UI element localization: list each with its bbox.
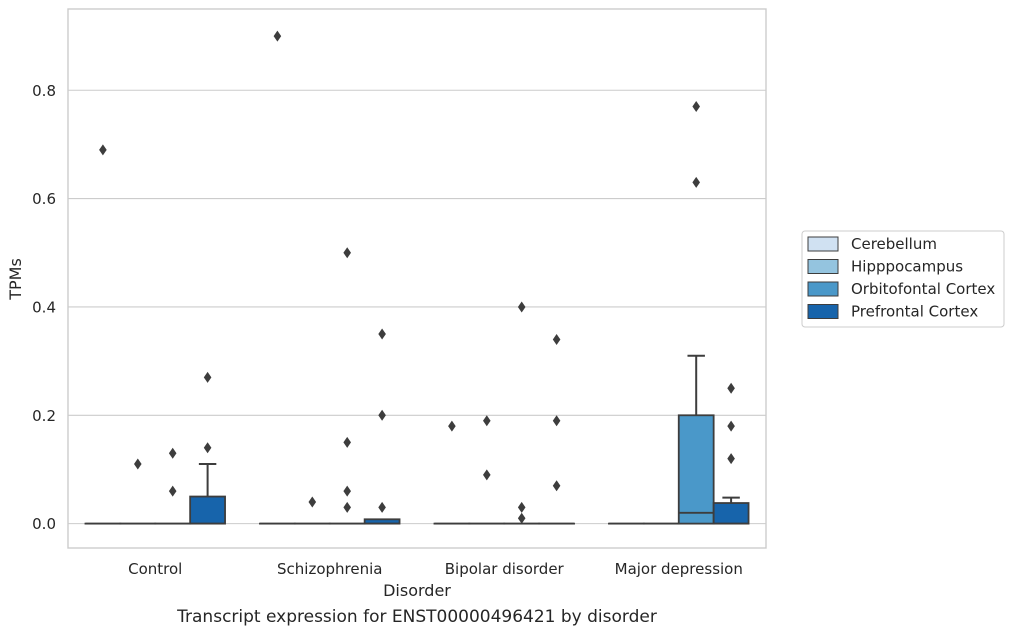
legend-label: Hipppocampus [851, 258, 963, 276]
box-group [714, 383, 749, 524]
box-group [365, 329, 400, 524]
x-tick-label: Bipolar disorder [445, 560, 565, 578]
y-tick-label: 0.2 [32, 407, 56, 425]
outlier-point [99, 144, 107, 155]
outlier-point [309, 496, 317, 507]
y-axis-ticks: 0.0 0.2 0.4 0.6 0.8 [32, 82, 56, 533]
x-tick-label: Control [128, 560, 182, 578]
legend-swatch [808, 237, 838, 251]
box-group [504, 301, 539, 523]
box-group [434, 421, 469, 524]
legend-label: Orbitofontal Cortex [851, 280, 995, 298]
outlier-point [483, 469, 491, 480]
outlier-point [204, 372, 212, 383]
outlier-point [483, 415, 491, 426]
x-axis-label: Disorder [383, 581, 451, 600]
outlier-point [343, 486, 351, 497]
y-tick-label: 0.8 [32, 82, 56, 100]
legend-label: Cerebellum [851, 235, 937, 253]
x-axis-ticks: Control Schizophrenia Bipolar disorder Majo… [128, 560, 743, 578]
box-group [295, 496, 330, 523]
x-tick-label: Major depression [615, 560, 743, 578]
outlier-point [727, 383, 735, 394]
box-group [85, 144, 120, 523]
outlier-point [134, 459, 142, 470]
box [714, 503, 749, 524]
legend-label: Prefrontal Cortex [851, 303, 978, 321]
chart-caption: Transcript expression for ENST0000049642… [176, 607, 657, 627]
outlier-point [343, 502, 351, 513]
box-group [155, 448, 190, 524]
box-group [190, 372, 225, 524]
box-group [120, 459, 155, 524]
box [190, 497, 225, 524]
legend-swatch [808, 260, 838, 274]
outlier-point [553, 334, 561, 345]
box-group [679, 101, 714, 524]
y-tick-label: 0.4 [32, 298, 56, 316]
outlier-point [518, 301, 526, 312]
box-group [330, 247, 365, 523]
legend: Cerebellum Hipppocampus Orbitofontal Corte… [802, 231, 1004, 327]
outlier-point [727, 421, 735, 432]
outlier-point [553, 480, 561, 491]
outlier-point [343, 247, 351, 258]
legend-swatch [808, 282, 838, 296]
y-axis-label: TPMs [6, 258, 25, 301]
outlier-point [169, 448, 177, 459]
outlier-point [448, 421, 456, 432]
outlier-point [274, 31, 282, 42]
legend-swatch [808, 305, 838, 319]
outlier-point [518, 502, 526, 513]
outlier-point [204, 442, 212, 453]
y-tick-label: 0.6 [32, 190, 56, 208]
outlier-point [727, 453, 735, 464]
y-tick-label: 0.0 [32, 515, 56, 533]
outlier-point [343, 437, 351, 448]
outlier-point [378, 502, 386, 513]
outlier-point [378, 329, 386, 340]
box-layer [85, 31, 748, 524]
outlier-point [553, 415, 561, 426]
box-group [539, 334, 574, 524]
outlier-point [518, 513, 526, 524]
outlier-point [378, 410, 386, 421]
outlier-point [169, 486, 177, 497]
x-tick-label: Schizophrenia [277, 560, 382, 578]
box-group [260, 31, 295, 524]
box [679, 415, 714, 523]
outlier-point [692, 177, 700, 188]
box-group [469, 415, 504, 523]
outlier-point [692, 101, 700, 112]
